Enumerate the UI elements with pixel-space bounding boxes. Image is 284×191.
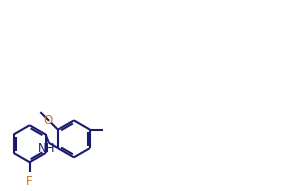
Text: F: F <box>26 175 33 188</box>
Text: O: O <box>43 114 53 127</box>
Text: NH: NH <box>38 142 56 155</box>
